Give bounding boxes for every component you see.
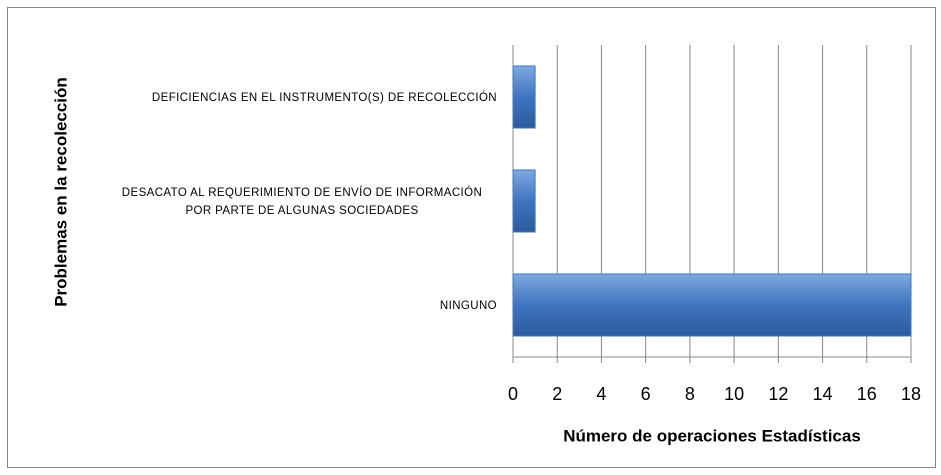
bar xyxy=(512,169,536,233)
x-tick-label: 2 xyxy=(552,384,562,404)
x-tick-label: 12 xyxy=(768,384,788,404)
y-tick-label: DEFICIENCIAS EN EL INSTRUMENTO(S) DE REC… xyxy=(151,92,497,104)
x-axis-title: Número de operaciones Estadísticas xyxy=(563,426,861,445)
chart-border xyxy=(7,7,936,468)
x-tick-label: 4 xyxy=(596,384,606,404)
bar xyxy=(512,273,912,337)
x-tick-label: 8 xyxy=(685,384,695,404)
x-tick-label: 6 xyxy=(641,384,651,404)
category-label-box: NINGUNO xyxy=(440,254,497,358)
x-tick-label: 14 xyxy=(813,384,833,404)
x-tick-label: 0 xyxy=(508,384,518,404)
y-tick-label: DESACATO AL REQUERIMIENTO DE ENVÍO DE IN… xyxy=(121,187,483,217)
x-tick-label: 16 xyxy=(857,384,877,404)
y-tick-label: NINGUNO xyxy=(439,300,497,312)
y-axis-title: Problemas en la recolección xyxy=(51,77,70,307)
bar xyxy=(512,65,536,129)
category-label-box: DEFICIENCIAS EN EL INSTRUMENTO(S) DE REC… xyxy=(152,46,497,150)
x-tick-label: 18 xyxy=(901,384,921,404)
category-label-box: DESACATO AL REQUERIMIENTO DE ENVÍO DE IN… xyxy=(107,150,497,254)
x-tick-label: 10 xyxy=(724,384,744,404)
